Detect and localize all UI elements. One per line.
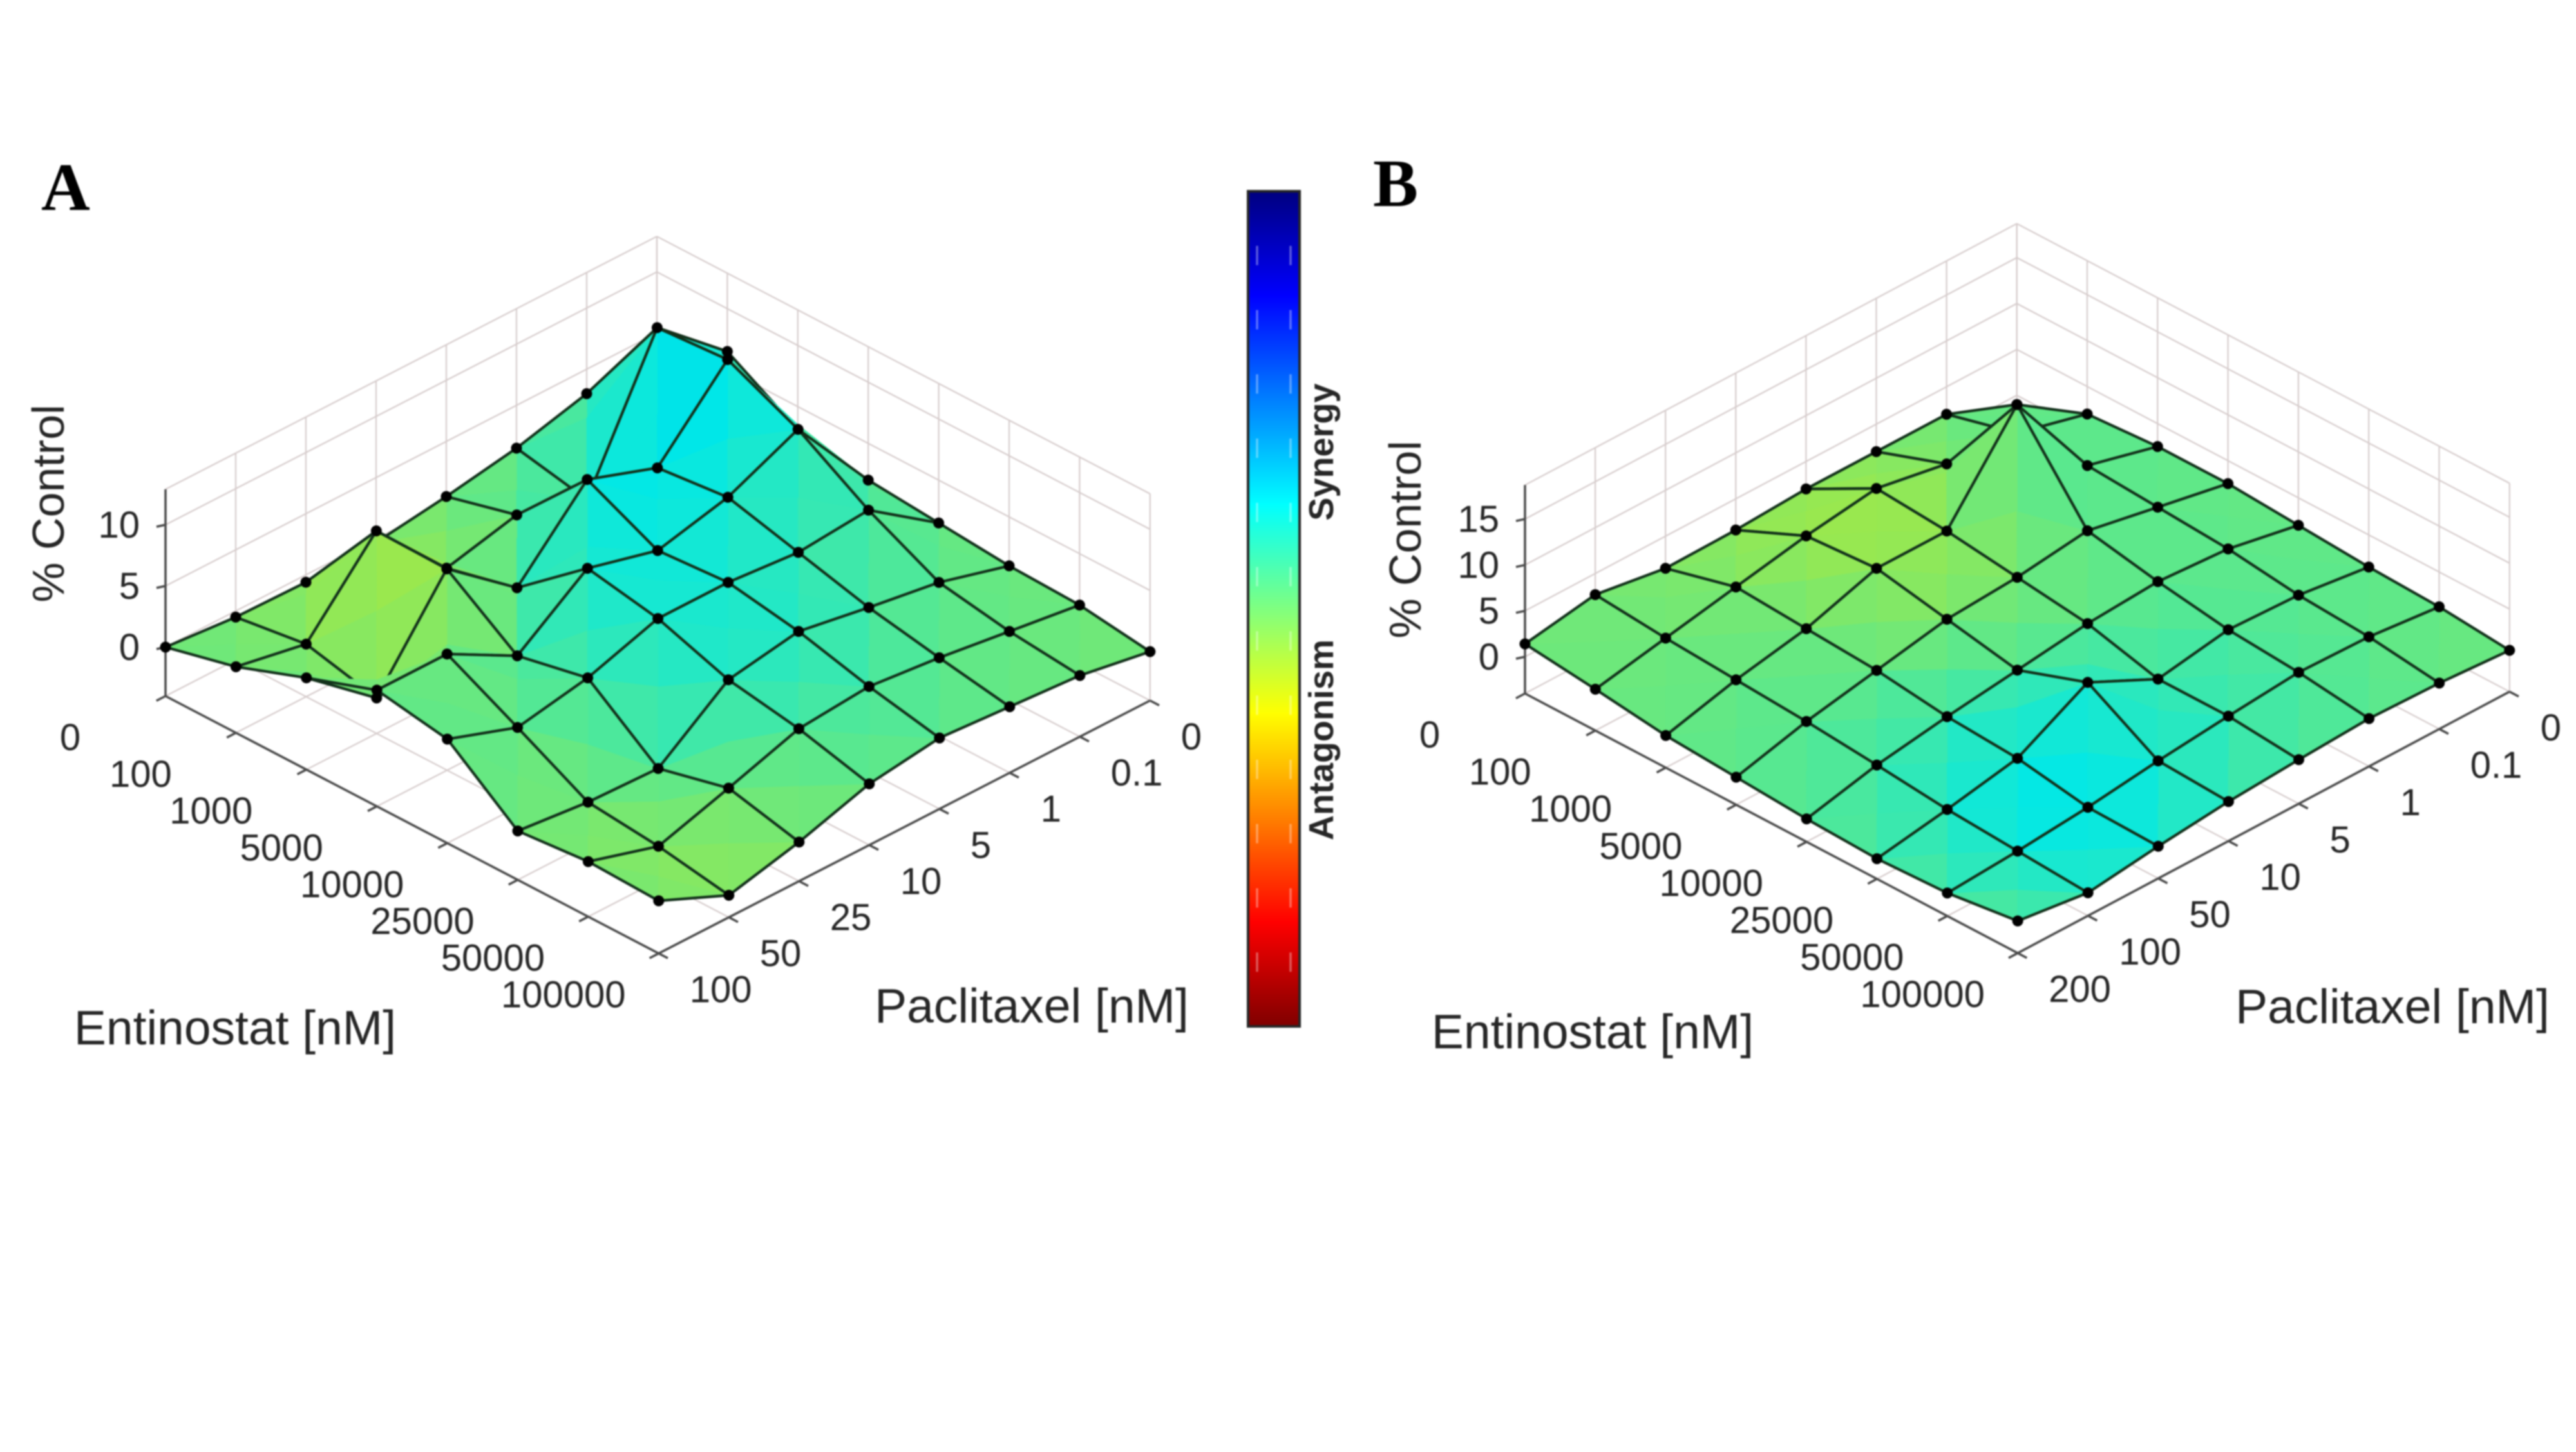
svg-text:100000: 100000 [501,974,626,1016]
svg-text:50: 50 [2189,894,2231,936]
svg-text:100: 100 [2119,931,2181,973]
svg-text:100: 100 [690,969,752,1011]
svg-text:10000: 10000 [300,863,404,905]
svg-text:0: 0 [60,717,80,759]
svg-text:50000: 50000 [441,938,545,979]
svg-text:50: 50 [760,933,802,975]
svg-text:100: 100 [109,753,172,795]
svg-text:Paclitaxel [nM]: Paclitaxel [nM] [2235,979,2550,1033]
svg-text:5: 5 [119,565,140,607]
svg-text:A: A [41,149,90,225]
svg-text:5: 5 [971,824,991,866]
svg-text:Synergy: Synergy [1302,383,1341,520]
svg-text:5: 5 [2330,819,2351,861]
svg-text:% Control: % Control [23,404,73,602]
svg-text:10: 10 [2259,856,2301,898]
svg-text:10: 10 [900,860,942,902]
svg-text:1000: 1000 [169,790,252,832]
svg-text:200: 200 [2049,968,2111,1010]
svg-text:5000: 5000 [1599,825,1682,867]
svg-text:25000: 25000 [370,901,474,943]
svg-text:25: 25 [830,897,872,939]
svg-text:10000: 10000 [1660,862,1763,904]
svg-text:100000: 100000 [1860,974,1985,1015]
svg-text:5: 5 [1479,590,1499,632]
svg-text:Paclitaxel [nM]: Paclitaxel [nM] [875,979,1189,1033]
svg-text:50000: 50000 [1800,937,1904,979]
svg-text:0: 0 [1181,716,1202,758]
svg-text:10: 10 [98,504,140,546]
svg-text:1000: 1000 [1529,788,1612,830]
svg-text:Entinostat [nM]: Entinostat [nM] [74,1001,396,1055]
svg-text:25000: 25000 [1730,900,1833,941]
svg-text:100: 100 [1469,751,1531,793]
svg-text:Antagonism: Antagonism [1302,639,1341,840]
svg-text:0: 0 [1419,714,1440,756]
svg-text:0: 0 [2541,707,2561,749]
svg-text:0: 0 [119,627,140,668]
svg-text:B: B [1373,146,1418,221]
svg-text:15: 15 [1457,498,1499,540]
svg-text:10: 10 [1457,544,1499,586]
svg-text:% Control: % Control [1380,440,1430,638]
svg-text:1: 1 [1041,788,1061,830]
svg-text:0: 0 [1479,636,1499,678]
svg-text:5000: 5000 [240,827,323,869]
svg-text:0.1: 0.1 [1111,752,1163,794]
svg-text:1: 1 [2400,782,2421,824]
svg-text:Entinostat [nM]: Entinostat [nM] [1432,1004,1754,1059]
svg-text:0.1: 0.1 [2470,744,2523,786]
